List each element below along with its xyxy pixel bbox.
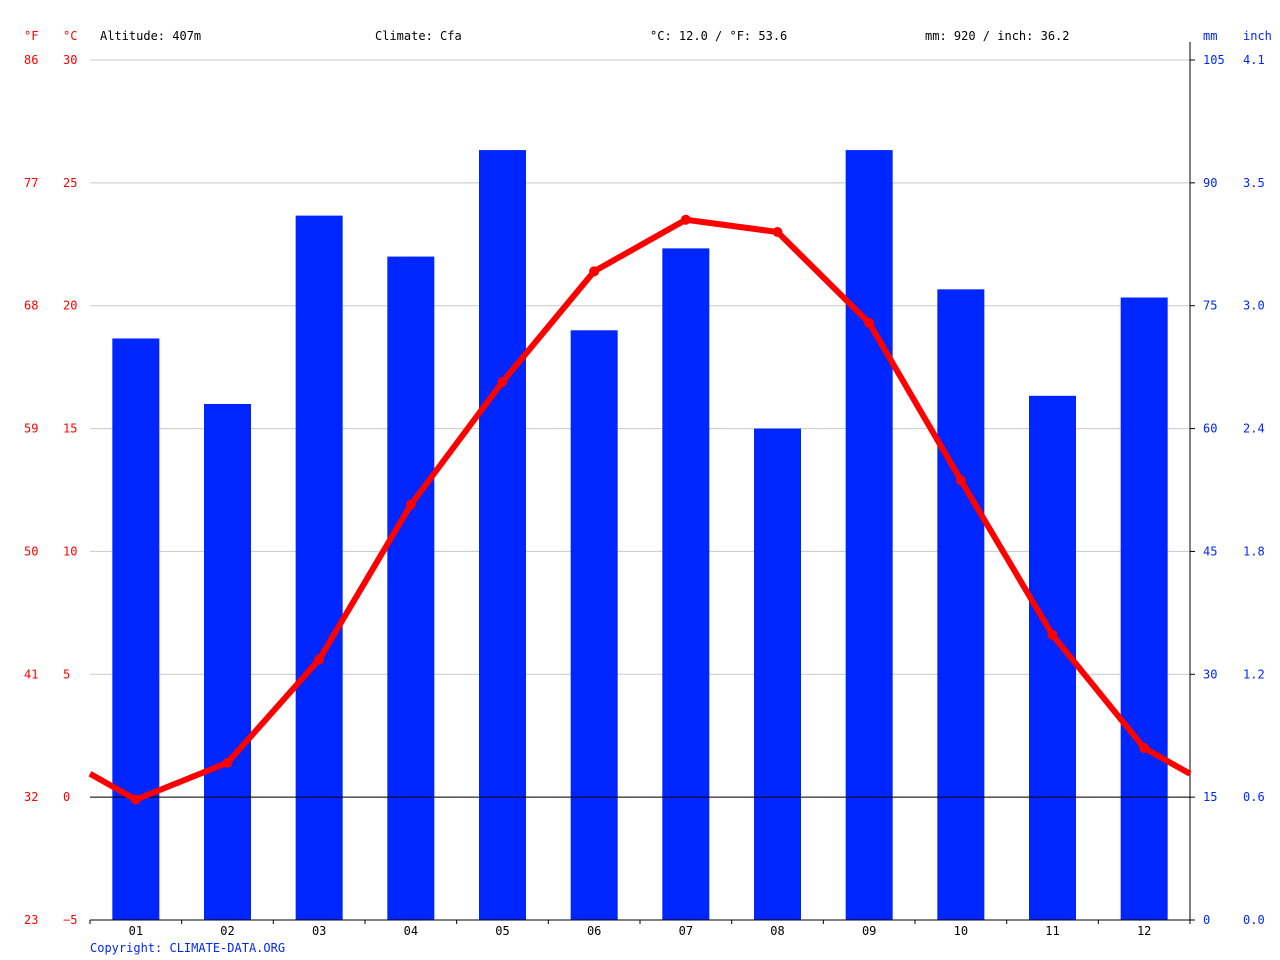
celsius-tick-label: 5 xyxy=(63,667,70,681)
temperature-point-06 xyxy=(589,266,600,277)
temperature-point-02 xyxy=(222,757,233,768)
precipitation-bar-09 xyxy=(845,150,893,921)
inch-tick-label: 1.8 xyxy=(1243,544,1265,558)
mm-tick-label: 75 xyxy=(1203,299,1217,313)
celsius-tick-label: 20 xyxy=(63,299,77,313)
mm-tick-label: 60 xyxy=(1203,422,1217,436)
fahrenheit-tick-label: 77 xyxy=(24,176,38,190)
climate-label: Climate: Cfa xyxy=(375,29,462,43)
month-tick-label: 09 xyxy=(862,924,876,938)
celsius-tick-label: 0 xyxy=(63,790,70,804)
month-tick-label: 05 xyxy=(495,924,509,938)
precipitation-bar-03 xyxy=(295,215,343,921)
precipitation-bar-08 xyxy=(754,428,801,920)
inch-tick-label: 0.0 xyxy=(1243,913,1265,927)
fahrenheit-tick-label: 59 xyxy=(24,422,38,436)
month-tick-label: 01 xyxy=(129,924,143,938)
celsius-tick-label: 15 xyxy=(63,422,77,436)
fahrenheit-tick-label: 50 xyxy=(24,544,38,558)
precipitation-bar-10 xyxy=(937,289,985,920)
month-tick-label: 04 xyxy=(404,924,418,938)
precipitation-total-label: mm: 920 / inch: 36.2 xyxy=(925,29,1070,43)
month-tick-label: 03 xyxy=(312,924,326,938)
celsius-unit-label: °C xyxy=(63,29,77,43)
grid-lines xyxy=(90,59,1190,798)
month-tick-label: 06 xyxy=(587,924,601,938)
temperature-point-10 xyxy=(955,475,966,486)
fahrenheit-tick-label: 23 xyxy=(24,913,38,927)
fahrenheit-tick-label: 86 xyxy=(24,53,38,67)
inch-tick-label: 1.2 xyxy=(1243,667,1265,681)
fahrenheit-tick-label: 32 xyxy=(24,790,38,804)
precipitation-bar-02 xyxy=(204,404,251,920)
inch-tick-label: 0.6 xyxy=(1243,790,1265,804)
temperature-point-08 xyxy=(772,227,783,237)
inch-unit-label: inch xyxy=(1243,29,1272,43)
celsius-tick-label: 30 xyxy=(63,53,77,67)
axis-tick-labels: 86 30 105 4.177 25 90 3.568 20 75 3.059 15 60 2.450 1… xyxy=(24,53,1265,938)
precipitation-bar-05 xyxy=(479,150,526,921)
precipitation-bar-01 xyxy=(112,338,160,920)
inch-tick-label: 2.4 xyxy=(1243,422,1265,436)
month-tick-label: 12 xyxy=(1137,924,1151,938)
celsius-tick-label: 10 xyxy=(63,544,77,558)
mm-tick-label: 45 xyxy=(1203,544,1217,558)
temperature-point-11 xyxy=(1047,629,1058,640)
mm-tick-label: 15 xyxy=(1203,790,1217,804)
precipitation-bar-07 xyxy=(662,248,710,920)
celsius-tick-label: 25 xyxy=(63,176,77,190)
mm-tick-label: 105 xyxy=(1203,53,1225,67)
fahrenheit-unit-label: °F xyxy=(24,29,38,43)
temperature-point-04 xyxy=(405,499,416,510)
celsius-tick-label: −5 xyxy=(63,913,77,927)
month-tick-label: 08 xyxy=(770,924,784,938)
temperature-point-07 xyxy=(680,214,691,225)
precipitation-bar-04 xyxy=(387,256,435,921)
temperature-point-12 xyxy=(1139,743,1150,753)
mm-tick-label: 90 xyxy=(1203,176,1217,190)
altitude-label: Altitude: 407m xyxy=(100,29,201,43)
inch-tick-label: 3.5 xyxy=(1243,176,1265,190)
inch-tick-label: 4.1 xyxy=(1243,53,1265,67)
month-tick-label: 11 xyxy=(1045,924,1059,938)
temperature-point-03 xyxy=(314,654,325,665)
temperature-point-09 xyxy=(864,317,875,328)
precipitation-bars xyxy=(112,150,1168,921)
temperature-point-01 xyxy=(130,794,141,805)
temperature-line xyxy=(88,214,1192,805)
fahrenheit-tick-label: 68 xyxy=(24,299,38,313)
mm-tick-label: 0 xyxy=(1203,913,1210,927)
month-tick-label: 07 xyxy=(679,924,693,938)
mm-unit-label: mm xyxy=(1203,29,1217,43)
copyright-label: Copyright: CLIMATE-DATA.ORG xyxy=(90,941,285,955)
precipitation-bar-12 xyxy=(1120,297,1168,920)
mm-tick-label: 30 xyxy=(1203,667,1217,681)
month-tick-label: 02 xyxy=(220,924,234,938)
fahrenheit-tick-label: 41 xyxy=(24,667,38,681)
temperature-point-05 xyxy=(497,376,508,387)
temperature-average-label: °C: 12.0 / °F: 53.6 xyxy=(650,29,787,43)
precipitation-bar-06 xyxy=(570,330,618,920)
temperature-line-path xyxy=(88,216,1192,803)
month-tick-label: 10 xyxy=(954,924,968,938)
inch-tick-label: 3.0 xyxy=(1243,299,1265,313)
